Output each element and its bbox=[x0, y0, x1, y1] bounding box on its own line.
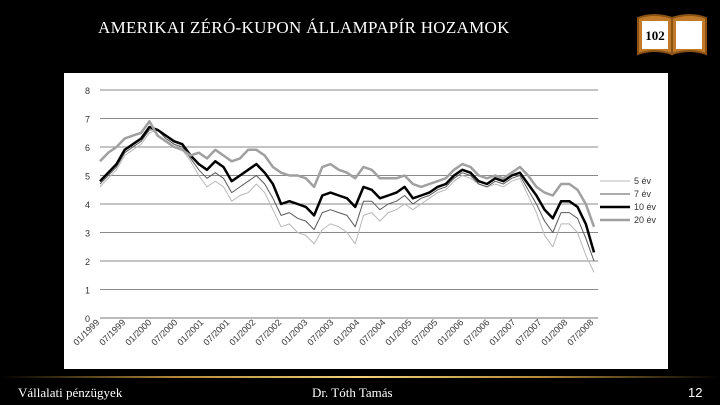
y-tick-label-0: 0 bbox=[85, 314, 90, 324]
y-tick-label-2: 2 bbox=[85, 257, 90, 267]
x-tick-label-7: 07/2002 bbox=[253, 317, 283, 347]
x-tick-label-8: 01/2003 bbox=[279, 317, 309, 347]
book-badge-icon: 102 bbox=[637, 14, 707, 56]
y-tick-label-3: 3 bbox=[85, 229, 90, 239]
chart-panel: 0 1 2 3 4 5 6 7 8 01/1999 07/1999 01/2000 07/2000 01/… bbox=[64, 73, 668, 369]
x-tick-label-14: 01/2006 bbox=[435, 317, 465, 347]
x-tick-label-18: 01/2008 bbox=[539, 317, 569, 347]
x-tick-label-4: 01/2001 bbox=[175, 317, 205, 347]
x-tick-label-12: 01/2005 bbox=[383, 317, 413, 347]
series-line-1 bbox=[99, 129, 595, 262]
y-tick-label-1: 1 bbox=[85, 286, 90, 296]
slide-title: Amerikai zéró-kupon állampapír hozamok bbox=[98, 18, 510, 37]
legend-label-2: 10 év bbox=[634, 202, 657, 212]
legend-label-1: 7 év bbox=[634, 189, 652, 199]
x-tick-label-15: 07/2006 bbox=[461, 317, 491, 347]
x-tick-label-2: 01/2000 bbox=[123, 317, 153, 347]
series-line-0 bbox=[99, 129, 595, 273]
x-tick-label-9: 07/2003 bbox=[305, 317, 335, 347]
legend-label-3: 20 év bbox=[634, 215, 657, 225]
x-tick-label-17: 07/2007 bbox=[513, 317, 543, 347]
x-tick-label-6: 01/2002 bbox=[227, 317, 257, 347]
y-tick-label-8: 8 bbox=[85, 86, 90, 96]
x-tick-label-19: 07/2008 bbox=[565, 317, 595, 347]
series-line-3 bbox=[99, 120, 596, 228]
x-tick-label-11: 07/2004 bbox=[357, 317, 387, 347]
y-tick-label-5: 5 bbox=[85, 172, 90, 182]
yield-line-chart: 01234567801/199907/199901/200007/200001/… bbox=[71, 86, 657, 347]
x-tick-label-10: 01/2004 bbox=[331, 317, 361, 347]
x-tick-label-16: 01/2007 bbox=[487, 317, 517, 347]
footer-author: Dr. Tóth Tamás bbox=[312, 385, 393, 400]
y-tick-label-7: 7 bbox=[85, 115, 90, 125]
footer-course: Vállalati pénzügyek bbox=[18, 385, 123, 400]
legend-label-0: 5 év bbox=[634, 176, 652, 186]
badge-number: 102 bbox=[645, 28, 665, 43]
y-tick-label-4: 4 bbox=[85, 200, 90, 210]
y-tick-label-6: 6 bbox=[85, 143, 90, 153]
footer-divider bbox=[0, 376, 720, 378]
x-tick-label-3: 07/2000 bbox=[149, 317, 179, 347]
x-tick-label-1: 07/1999 bbox=[97, 317, 127, 347]
page-number: 12 bbox=[688, 385, 703, 400]
series-line-2 bbox=[99, 125, 596, 253]
x-tick-label-13: 07/2005 bbox=[409, 317, 439, 347]
x-tick-label-5: 07/2001 bbox=[201, 317, 231, 347]
